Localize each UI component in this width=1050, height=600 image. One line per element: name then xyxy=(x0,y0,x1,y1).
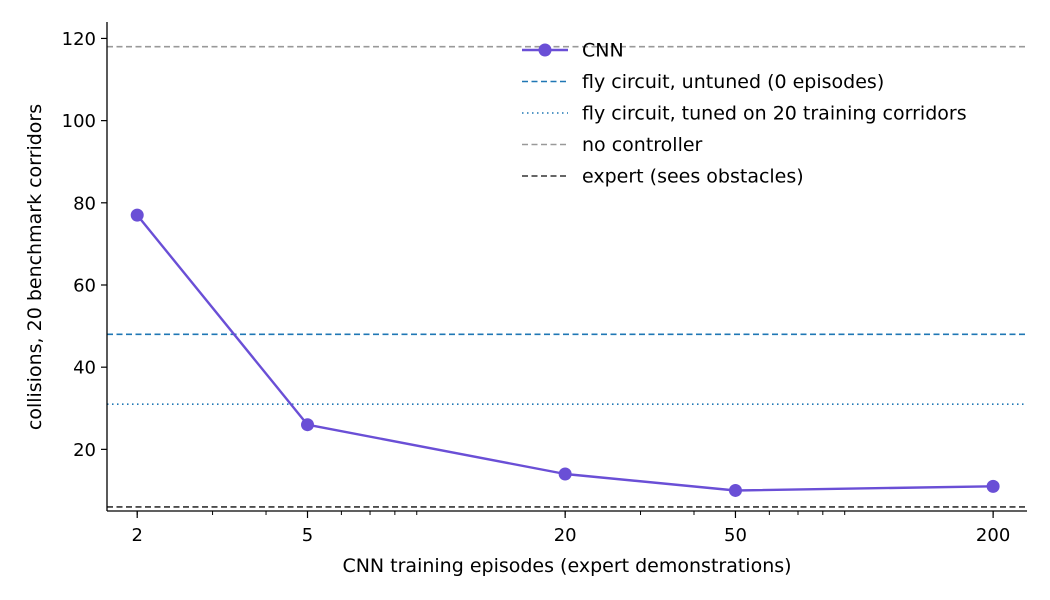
data-point-cnn-2 xyxy=(130,208,144,222)
y-tick-label-100: 100 xyxy=(62,111,96,132)
y-tick-label-40: 40 xyxy=(73,358,96,379)
legend-label-cnn: CNN xyxy=(582,40,624,62)
reference-lines xyxy=(107,45,1027,508)
legend-label-fly-circuit-tuned-on-20-training-corridors: fly circuit, tuned on 20 training corrid… xyxy=(582,103,967,125)
series-line-cnn xyxy=(136,214,994,492)
x-tick-label-200: 200 xyxy=(976,525,1010,546)
series-layer xyxy=(130,208,1000,497)
legend-marker-cnn xyxy=(538,43,552,57)
ticks: 20 40 60 80 100 120 2 5 20 50 200 xyxy=(62,29,1011,546)
y-tick-label-120: 120 xyxy=(62,29,96,50)
x-tick-label-5: 5 xyxy=(302,525,313,546)
data-point-cnn-5 xyxy=(301,418,315,432)
y-tick-label-80: 80 xyxy=(73,193,96,214)
y-tick-label-20: 20 xyxy=(73,440,96,461)
legend-label-fly-circuit-untuned-0-episodes: fly circuit, untuned (0 episodes) xyxy=(582,71,884,93)
y-tick-label-60: 60 xyxy=(73,275,96,296)
y-axis-title: collisions, 20 benchmark corridors xyxy=(24,104,46,430)
axes xyxy=(106,22,1027,512)
x-tick-label-50: 50 xyxy=(724,525,747,546)
data-point-cnn-50 xyxy=(728,483,742,497)
x-axis-title: CNN training episodes (expert demonstrat… xyxy=(342,555,791,577)
data-point-cnn-200 xyxy=(986,479,1000,493)
legend-label-no-controller: no controller xyxy=(582,134,703,156)
legend: CNN fly circuit, untuned (0 episodes) fly … xyxy=(522,40,967,188)
x-tick-label-20: 20 xyxy=(554,525,577,546)
x-tick-label-2: 2 xyxy=(131,525,142,546)
legend-label-expert-sees-obstacles: expert (sees obstacles) xyxy=(582,166,804,188)
data-point-cnn-20 xyxy=(558,467,572,481)
